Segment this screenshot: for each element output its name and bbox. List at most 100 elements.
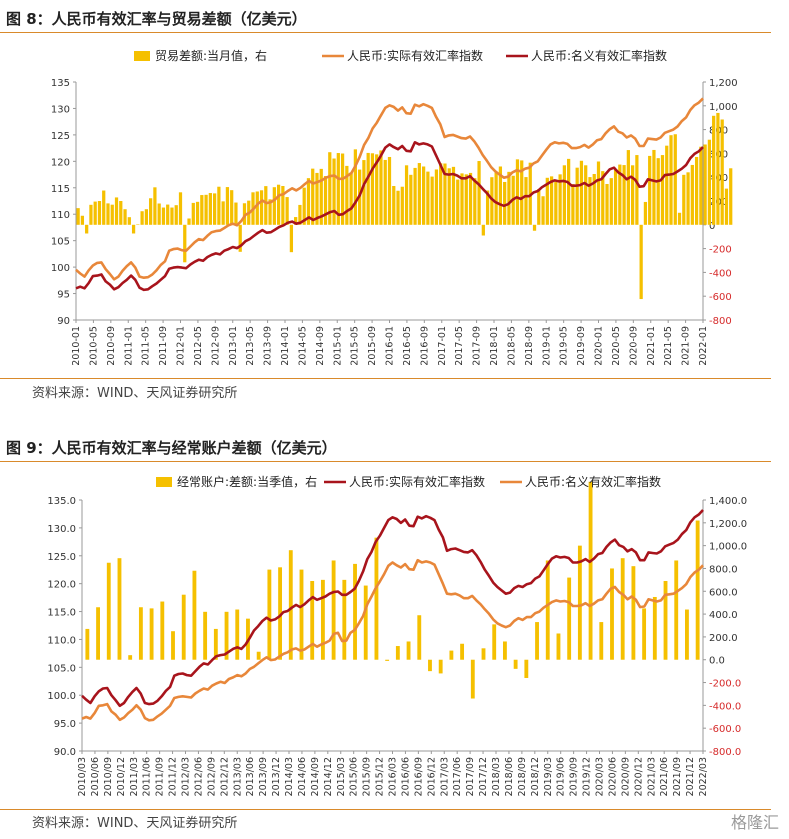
bar <box>451 166 456 225</box>
bar <box>204 194 208 225</box>
x-tick-label: 2019-01 <box>541 326 552 366</box>
bar <box>660 155 665 225</box>
bar <box>470 659 475 699</box>
x-tick-label: 2011-09 <box>158 326 169 366</box>
right-tick-label: -800.0 <box>709 747 741 758</box>
bar <box>117 558 122 660</box>
x-tick-label: 2012/06 <box>193 757 204 796</box>
left-tick-label: 130.0 <box>47 524 76 535</box>
x-tick-label: 2017/12 <box>478 757 489 796</box>
left-tick-label: 135.0 <box>47 496 76 507</box>
bar <box>178 192 183 225</box>
right-tick-label: -200.0 <box>709 679 741 690</box>
x-tick-label: 2016-09 <box>419 326 430 366</box>
bar <box>157 203 161 225</box>
bar <box>460 643 465 660</box>
bar <box>238 224 242 252</box>
x-tick-label: 2011/06 <box>142 757 153 796</box>
x-tick-label: 2017-05 <box>454 326 465 366</box>
bar <box>149 198 153 225</box>
x-tick-label: 2014-05 <box>297 326 308 366</box>
bar <box>652 596 657 660</box>
bar <box>492 624 497 660</box>
bar <box>224 611 229 660</box>
left-tick-label: 125 <box>51 131 70 142</box>
bar <box>716 112 720 225</box>
x-tick-label: 2010/12 <box>116 757 127 796</box>
bar <box>353 149 357 225</box>
x-tick-label: 2013-05 <box>245 326 256 366</box>
x-tick-label: 2013-01 <box>228 326 239 366</box>
bar <box>289 224 294 253</box>
legend-label: 人民币:名义有效汇率指数 <box>531 48 667 63</box>
bar <box>477 161 481 225</box>
bar <box>306 178 311 225</box>
bar <box>556 633 561 660</box>
bar <box>626 150 630 225</box>
bar <box>605 183 609 225</box>
bar <box>507 171 511 225</box>
bar <box>385 659 390 661</box>
x-tick-label: 2016/09 <box>413 757 424 796</box>
x-tick-label: 2018/12 <box>530 757 541 796</box>
figure-9-top-rule <box>0 461 771 462</box>
bar <box>160 601 165 660</box>
x-tick-label: 2011/03 <box>129 757 140 796</box>
x-tick-label: 2018/09 <box>517 757 528 796</box>
bar <box>449 650 454 660</box>
bar <box>85 224 89 234</box>
bar <box>315 172 319 225</box>
bar <box>592 173 596 225</box>
left-tick-label: 115.0 <box>47 608 76 619</box>
left-tick-label: 115 <box>51 184 70 195</box>
bar <box>541 196 545 225</box>
right-tick-label: -200 <box>709 245 732 256</box>
bar <box>720 119 724 225</box>
bar <box>724 188 729 225</box>
bar <box>648 155 652 225</box>
x-tick-label: 2014-09 <box>315 326 326 366</box>
legend-label: 人民币:名义有效汇率指数 <box>525 474 661 489</box>
x-tick-label: 2015-05 <box>350 326 361 366</box>
x-tick-label: 2014/12 <box>323 757 334 796</box>
left-tick-label: 110 <box>51 210 70 221</box>
bar <box>363 585 368 660</box>
figure-9-title: 图 9：人民币有效汇率与经常账户差额（亿美元） <box>6 439 337 457</box>
x-tick-label: 2011/09 <box>155 757 166 796</box>
bar <box>686 172 690 225</box>
bar <box>123 209 127 225</box>
x-tick-label: 2011/12 <box>168 757 179 796</box>
bar <box>673 134 677 225</box>
bar <box>406 641 411 660</box>
bar <box>235 609 240 660</box>
bar <box>665 145 669 225</box>
right-tick-label: -600 <box>709 292 732 303</box>
bar <box>577 545 582 660</box>
bar <box>460 173 464 225</box>
x-tick-label: 2022-01 <box>698 326 709 366</box>
x-tick-label: 2018-01 <box>489 326 500 366</box>
bar <box>96 607 100 660</box>
x-tick-label: 2015/03 <box>336 757 347 796</box>
bar <box>473 178 477 225</box>
bar <box>140 211 144 225</box>
legend-swatch-bar <box>134 51 150 61</box>
x-tick-label: 2010-05 <box>88 326 99 366</box>
x-tick-label: 2010/09 <box>103 757 114 796</box>
figure-8-top-rule <box>0 32 771 33</box>
figure-9-source: 资料来源：WIND、天风证券研究所 <box>32 816 238 831</box>
bar <box>110 204 114 225</box>
bar <box>643 201 648 225</box>
x-tick-label: 2020-05 <box>611 326 622 366</box>
x-tick-label: 2014/03 <box>284 757 295 796</box>
x-tick-label: 2016-05 <box>402 326 413 366</box>
bar <box>331 560 336 660</box>
reer-line <box>75 97 704 281</box>
bar <box>532 224 537 231</box>
figure-9-chart: 90.0 95.0 100.0 105.0 110.0 115.0 120.0 125.0 13… <box>47 474 747 796</box>
bar <box>370 153 375 225</box>
bar <box>609 178 613 225</box>
bar <box>545 177 549 225</box>
x-tick-label: 2012-05 <box>193 326 204 366</box>
bar <box>195 201 200 225</box>
